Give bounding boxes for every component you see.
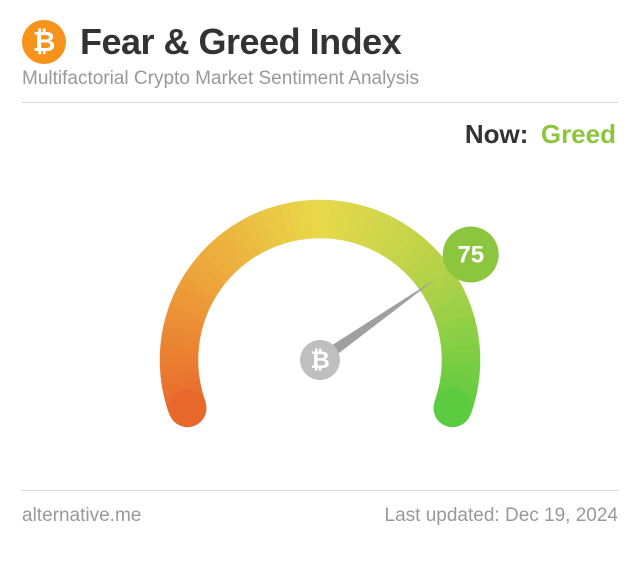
status-label: Now:	[465, 119, 529, 149]
status-row: Now: Greed	[22, 103, 618, 160]
svg-text:₿: ₿	[33, 26, 56, 57]
footer: alternative.me Last updated: Dec 19, 202…	[22, 491, 618, 527]
footer-updated: Last updated: Dec 19, 2024	[385, 505, 618, 527]
page-title: Fear & Greed Index	[80, 21, 401, 63]
page-subtitle: Multifactorial Crypto Market Sentiment A…	[22, 68, 618, 90]
footer-source: alternative.me	[22, 505, 141, 527]
gauge-svg: ₿ 75	[100, 160, 540, 470]
svg-text:75: 75	[457, 241, 484, 268]
status-value: Greed	[541, 119, 616, 149]
svg-text:₿: ₿	[310, 347, 330, 374]
bitcoin-icon: ₿	[22, 20, 66, 64]
header: ₿ Fear & Greed Index	[22, 20, 618, 64]
gauge-chart: ₿ 75	[22, 160, 618, 490]
